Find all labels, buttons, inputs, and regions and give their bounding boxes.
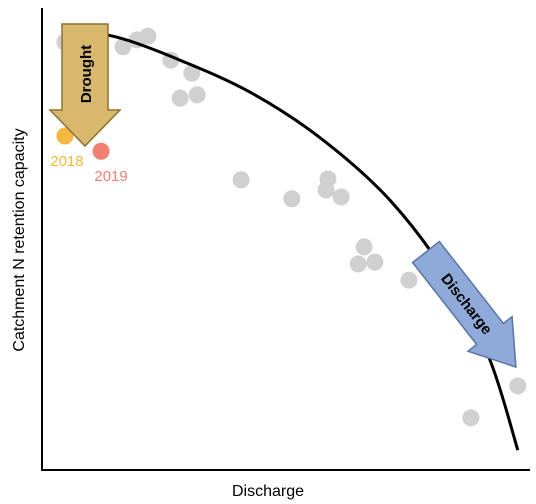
point <box>183 64 201 82</box>
discharge-arrow: Discharge <box>411 240 517 369</box>
arrow-shape <box>411 240 517 369</box>
drought-arrow: Drought <box>48 23 122 148</box>
point-label: 2018 <box>50 153 83 170</box>
x-axis-label: Discharge <box>232 483 304 500</box>
point <box>139 27 157 45</box>
point <box>232 171 250 189</box>
arrow-shape <box>48 23 122 148</box>
point <box>355 238 373 256</box>
point-label: 2019 <box>94 168 127 185</box>
point <box>171 89 189 107</box>
point <box>349 255 367 273</box>
point <box>462 409 480 427</box>
point <box>366 253 384 271</box>
point <box>283 190 301 208</box>
point <box>92 142 110 160</box>
point <box>332 188 350 206</box>
y-axis-label: Catchment N retention capacity <box>11 128 28 351</box>
point <box>188 86 206 104</box>
point <box>56 127 74 145</box>
point <box>317 181 335 199</box>
annotation: Drought <box>78 45 95 103</box>
point <box>400 271 418 289</box>
plot: 2018 2019 <box>50 26 527 451</box>
trend-curve <box>64 26 520 451</box>
point <box>509 377 527 395</box>
point <box>114 38 132 56</box>
